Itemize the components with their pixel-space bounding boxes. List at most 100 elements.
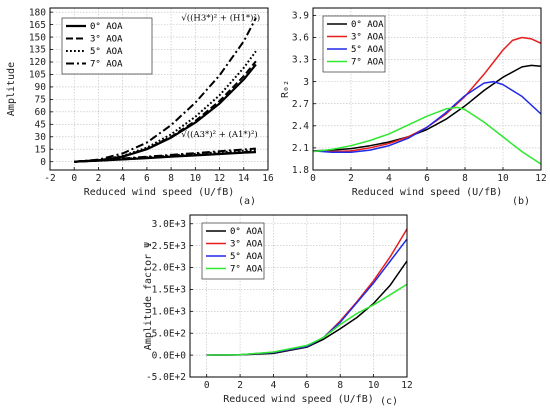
plot-frame bbox=[189, 214, 408, 378]
y-tick-label: 75 bbox=[35, 95, 46, 106]
series-line-3 bbox=[74, 17, 257, 163]
chart-c: 0 2 4 6 8 10 12 -5.0E+2 0.0E+0 5.0E+2 1.0E+3 1.5E+3… bbox=[143, 214, 413, 407]
legend-box bbox=[61, 17, 153, 75]
y-tick-label: 135 bbox=[29, 45, 46, 56]
y-tick-label: 2.5E+3 bbox=[152, 241, 186, 252]
y-tick-label: 2.4 bbox=[292, 121, 309, 132]
x-axis-label: Reduced wind speed (U/fB) bbox=[352, 187, 503, 198]
y-tick-label: 180 bbox=[29, 7, 46, 18]
x-axis-label: Reduced wind speed (U/fB) bbox=[84, 187, 235, 198]
y-tick-label: 30 bbox=[35, 132, 47, 143]
x-tick-label: 0 bbox=[310, 173, 316, 184]
y-tick-label: 3.3 bbox=[292, 55, 309, 66]
legend-label: 7° AOA bbox=[90, 60, 123, 70]
legend-label: 5° AOA bbox=[351, 45, 384, 55]
x-tick-label: 12 bbox=[214, 173, 225, 184]
legend-box bbox=[322, 15, 386, 73]
x-tick-label: 0 bbox=[71, 173, 77, 184]
legend-label: 3° AOA bbox=[230, 240, 263, 250]
x-tick-label: 14 bbox=[238, 173, 250, 184]
y-tick-label: -5.0E+2 bbox=[146, 372, 186, 383]
formula-annotation: √((A3*)² + (A1*)²) bbox=[181, 129, 257, 140]
y-tick-label: 5.0E+2 bbox=[152, 328, 186, 339]
formula-annotation: √((H3*)² + (H1*)²) bbox=[181, 12, 260, 23]
series-line-0 bbox=[312, 64, 542, 152]
series-line-1 bbox=[312, 36, 542, 153]
series-group bbox=[206, 228, 408, 356]
y-tick-label: 3 bbox=[303, 77, 309, 88]
y-tick-label: 3.9 bbox=[292, 11, 309, 22]
series-line-1 bbox=[74, 60, 257, 163]
panel-tag: (b) bbox=[512, 196, 530, 207]
y-tick-label: 165 bbox=[29, 20, 46, 31]
legend-label: 3° AOA bbox=[351, 33, 384, 43]
x-axis-label: Reduced wind speed (U/fB) bbox=[223, 394, 374, 405]
y-tick-label: 3.0E+3 bbox=[152, 219, 186, 230]
y-tick-label: 45 bbox=[35, 120, 46, 131]
x-tick-label: 6 bbox=[144, 173, 150, 184]
y-tick-label: 2.7 bbox=[292, 99, 309, 110]
series-line-0 bbox=[74, 63, 257, 163]
series-group bbox=[312, 36, 542, 165]
y-tick-label: 2.0E+3 bbox=[152, 263, 186, 274]
x-tick-label: 2 bbox=[96, 173, 102, 184]
y-tick-label: 150 bbox=[29, 32, 46, 43]
series-line-3 bbox=[206, 283, 408, 356]
x-tick-label: 6 bbox=[424, 173, 430, 184]
legend: 0° AOA 3° AOA 5° AOA 7° AOA bbox=[61, 17, 153, 75]
legend-label: 7° AOA bbox=[230, 265, 263, 275]
y-axis-label: Amplitude factor Ψ bbox=[143, 242, 154, 350]
y-tick-label: 0.0E+0 bbox=[152, 350, 187, 361]
x-tick-label: 8 bbox=[462, 173, 468, 184]
legend-label: 5° AOA bbox=[90, 47, 123, 57]
series-line-2 bbox=[312, 80, 542, 154]
legend-label: 7° AOA bbox=[351, 58, 384, 68]
series-line-3 bbox=[312, 106, 542, 165]
x-tick-label: -2 bbox=[44, 173, 55, 184]
y-tick-label: 120 bbox=[29, 57, 46, 68]
x-tick-label: 16 bbox=[262, 173, 274, 184]
legend-box bbox=[201, 222, 265, 280]
y-tick-label: 1.5E+3 bbox=[152, 285, 186, 296]
x-tick-label: 8 bbox=[337, 380, 343, 391]
y-tick-label: 2.1 bbox=[292, 143, 309, 154]
x-tick-label: 10 bbox=[190, 173, 202, 184]
y-tick-label: 105 bbox=[29, 70, 46, 81]
y-tick-label: 60 bbox=[35, 107, 47, 118]
series-group bbox=[74, 17, 257, 163]
x-tick-label: 2 bbox=[237, 380, 243, 391]
x-tick-label: 6 bbox=[304, 380, 310, 391]
panel-tag: (c) bbox=[380, 396, 398, 407]
legend-label: 5° AOA bbox=[230, 252, 263, 262]
chart-b: 0 2 4 6 8 10 12 1.8 2.1 2.4 2.7 3 3.3 3.6 3.9 Reduced w… bbox=[280, 7, 547, 207]
x-tick-label: 8 bbox=[168, 173, 174, 184]
legend-label: 0° AOA bbox=[90, 22, 123, 32]
y-tick-label: 15 bbox=[35, 144, 46, 155]
legend-label: 3° AOA bbox=[90, 35, 123, 45]
x-tick-label: 10 bbox=[368, 380, 380, 391]
y-axis-label: Amplitude bbox=[6, 62, 17, 116]
legend: 0° AOA 3° AOA 5° AOA 7° AOA bbox=[322, 15, 386, 73]
x-tick-label: 10 bbox=[497, 173, 509, 184]
legend-label: 0° AOA bbox=[351, 20, 384, 30]
y-tick-label: 0 bbox=[40, 157, 46, 168]
series-line-7 bbox=[74, 147, 256, 163]
legend-label: 0° AOA bbox=[230, 227, 263, 237]
plot-frame bbox=[49, 7, 269, 171]
x-tick-label: 12 bbox=[401, 380, 412, 391]
x-tick-label: 4 bbox=[386, 173, 392, 184]
panel-tag: (a) bbox=[238, 196, 256, 207]
x-tick-label: 0 bbox=[204, 380, 210, 391]
x-tick-label: 4 bbox=[271, 380, 277, 391]
x-tick-label: 4 bbox=[120, 173, 126, 184]
y-tick-label: 90 bbox=[35, 82, 47, 93]
y-tick-label: 1.8 bbox=[292, 165, 309, 176]
y-tick-label: 3.6 bbox=[292, 33, 309, 44]
y-tick-label: 1.0E+3 bbox=[152, 307, 186, 318]
legend: 0° AOA 3° AOA 5° AOA 7° AOA bbox=[201, 222, 265, 280]
x-tick-label: 2 bbox=[348, 173, 354, 184]
x-tick-label: 12 bbox=[535, 173, 546, 184]
y-axis-label: R₀₂ bbox=[280, 80, 291, 98]
